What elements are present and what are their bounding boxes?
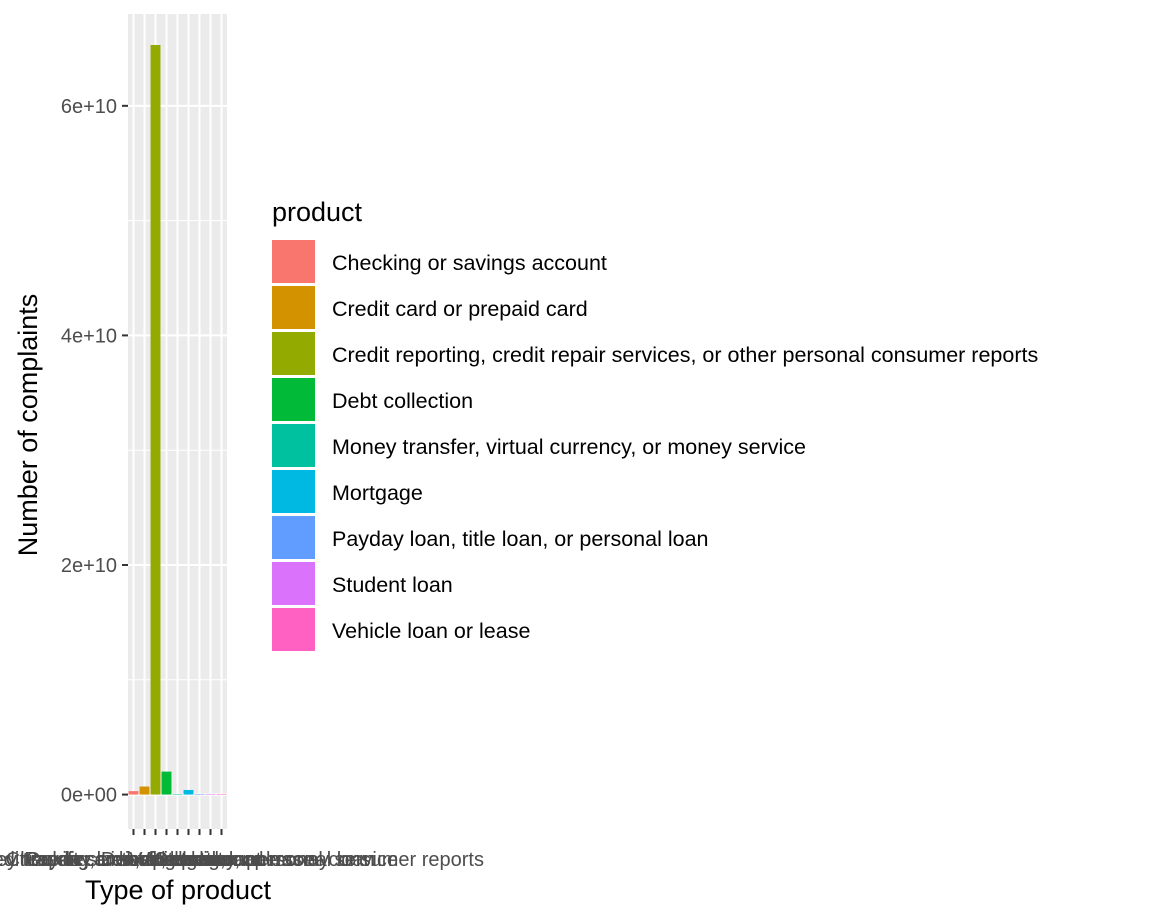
y-axis-title: Number of complaints [13, 294, 43, 557]
legend-label: Payday loan, title loan, or personal loa… [332, 527, 709, 551]
bar [194, 794, 205, 795]
legend-label: Money transfer, virtual currency, or mon… [332, 435, 806, 459]
y-tick-label: 0e+00 [61, 785, 117, 807]
legend-key [272, 470, 315, 513]
x-tick-label: Money transfer, virtual currency, or mon… [0, 849, 398, 871]
y-tick-label: 2e+10 [61, 555, 117, 577]
legend-key [272, 516, 315, 559]
bar [205, 794, 216, 795]
legend: product Checking or savings account Credi… [272, 197, 1038, 651]
legend-label: Vehicle loan or lease [332, 619, 530, 643]
x-tick-label: Student loan [154, 849, 266, 871]
bar [183, 789, 194, 795]
bar [128, 791, 139, 795]
legend-title: product [272, 197, 363, 227]
x-tick-label: Payday loan, title loan, or personal loa… [24, 849, 374, 871]
x-tick-label: Vehicle loan or lease [129, 849, 314, 871]
legend-key [272, 424, 315, 467]
legend-label: Credit card or prepaid card [332, 297, 588, 321]
legend-key [272, 286, 315, 329]
legend-key [272, 378, 315, 421]
legend-key [272, 240, 315, 283]
bar [172, 794, 183, 795]
x-tick-label: Credit reporting, credit repair services… [0, 849, 484, 871]
bar [139, 786, 150, 795]
bars [128, 44, 227, 795]
legend-label: Mortgage [332, 481, 423, 505]
x-tick-label: Mortgage [146, 849, 231, 871]
x-tick-label: Debt collection [101, 849, 232, 871]
x-tick-label: Credit card or prepaid card [26, 849, 264, 871]
x-axis-title: Type of product [85, 875, 272, 905]
y-axis: 0e+00 2e+10 4e+10 6e+10 [61, 96, 128, 807]
x-tick-label: Checking or savings account [6, 849, 262, 871]
y-tick-label: 6e+10 [61, 96, 117, 118]
legend-label: Credit reporting, credit repair services… [332, 343, 1038, 367]
bar [150, 44, 161, 795]
bar [216, 794, 227, 795]
legend-key [272, 608, 315, 651]
legend-key [272, 332, 315, 375]
bar [161, 771, 172, 795]
legend-key [272, 562, 315, 605]
legend-label: Debt collection [332, 389, 473, 413]
y-tick-label: 4e+10 [61, 325, 117, 347]
legend-label: Student loan [332, 573, 453, 597]
legend-label: Checking or savings account [332, 251, 607, 275]
